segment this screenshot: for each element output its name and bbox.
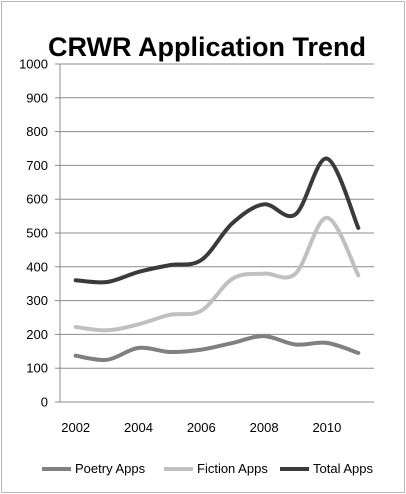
chart-title: CRWR Application Trend (48, 32, 366, 62)
series-line-poetry-apps (73, 334, 361, 362)
x-axis-tick-labels: 2002 2004 2006 2008 2010 (61, 420, 341, 435)
legend-label-poetry-apps: Poetry Apps (75, 461, 146, 476)
y-tick-label: 600 (26, 192, 48, 207)
x-tick-label: 2004 (124, 420, 153, 435)
y-axis-tick-labels: 0 100 200 300 400 500 600 700 800 900 1000 (19, 57, 48, 410)
gridlines (60, 63, 374, 369)
series-line-fiction-apps (73, 215, 361, 333)
y-tick-label: 300 (26, 293, 48, 308)
y-tick-label: 800 (26, 124, 48, 139)
legend-label-fiction-apps: Fiction Apps (197, 461, 268, 476)
series-line-total-apps (73, 156, 361, 285)
y-tick-label: 900 (26, 90, 48, 105)
y-tick-label: 500 (26, 226, 48, 241)
x-tick-label: 2002 (61, 420, 90, 435)
x-tick-label: 2006 (187, 420, 216, 435)
y-tick-label: 400 (26, 259, 48, 274)
legend: Poetry Apps Fiction Apps Total Apps (42, 461, 373, 476)
series-lines (73, 156, 361, 362)
x-tick-label: 2008 (250, 420, 279, 435)
y-tick-label: 100 (26, 361, 48, 376)
y-tick-label: 200 (26, 327, 48, 342)
y-tick-label: 1000 (19, 57, 48, 72)
legend-label-total-apps: Total Apps (313, 461, 373, 476)
axes (55, 63, 374, 403)
y-tick-label: 700 (26, 158, 48, 173)
x-tick-label: 2010 (312, 420, 341, 435)
y-tick-label: 0 (41, 395, 48, 410)
